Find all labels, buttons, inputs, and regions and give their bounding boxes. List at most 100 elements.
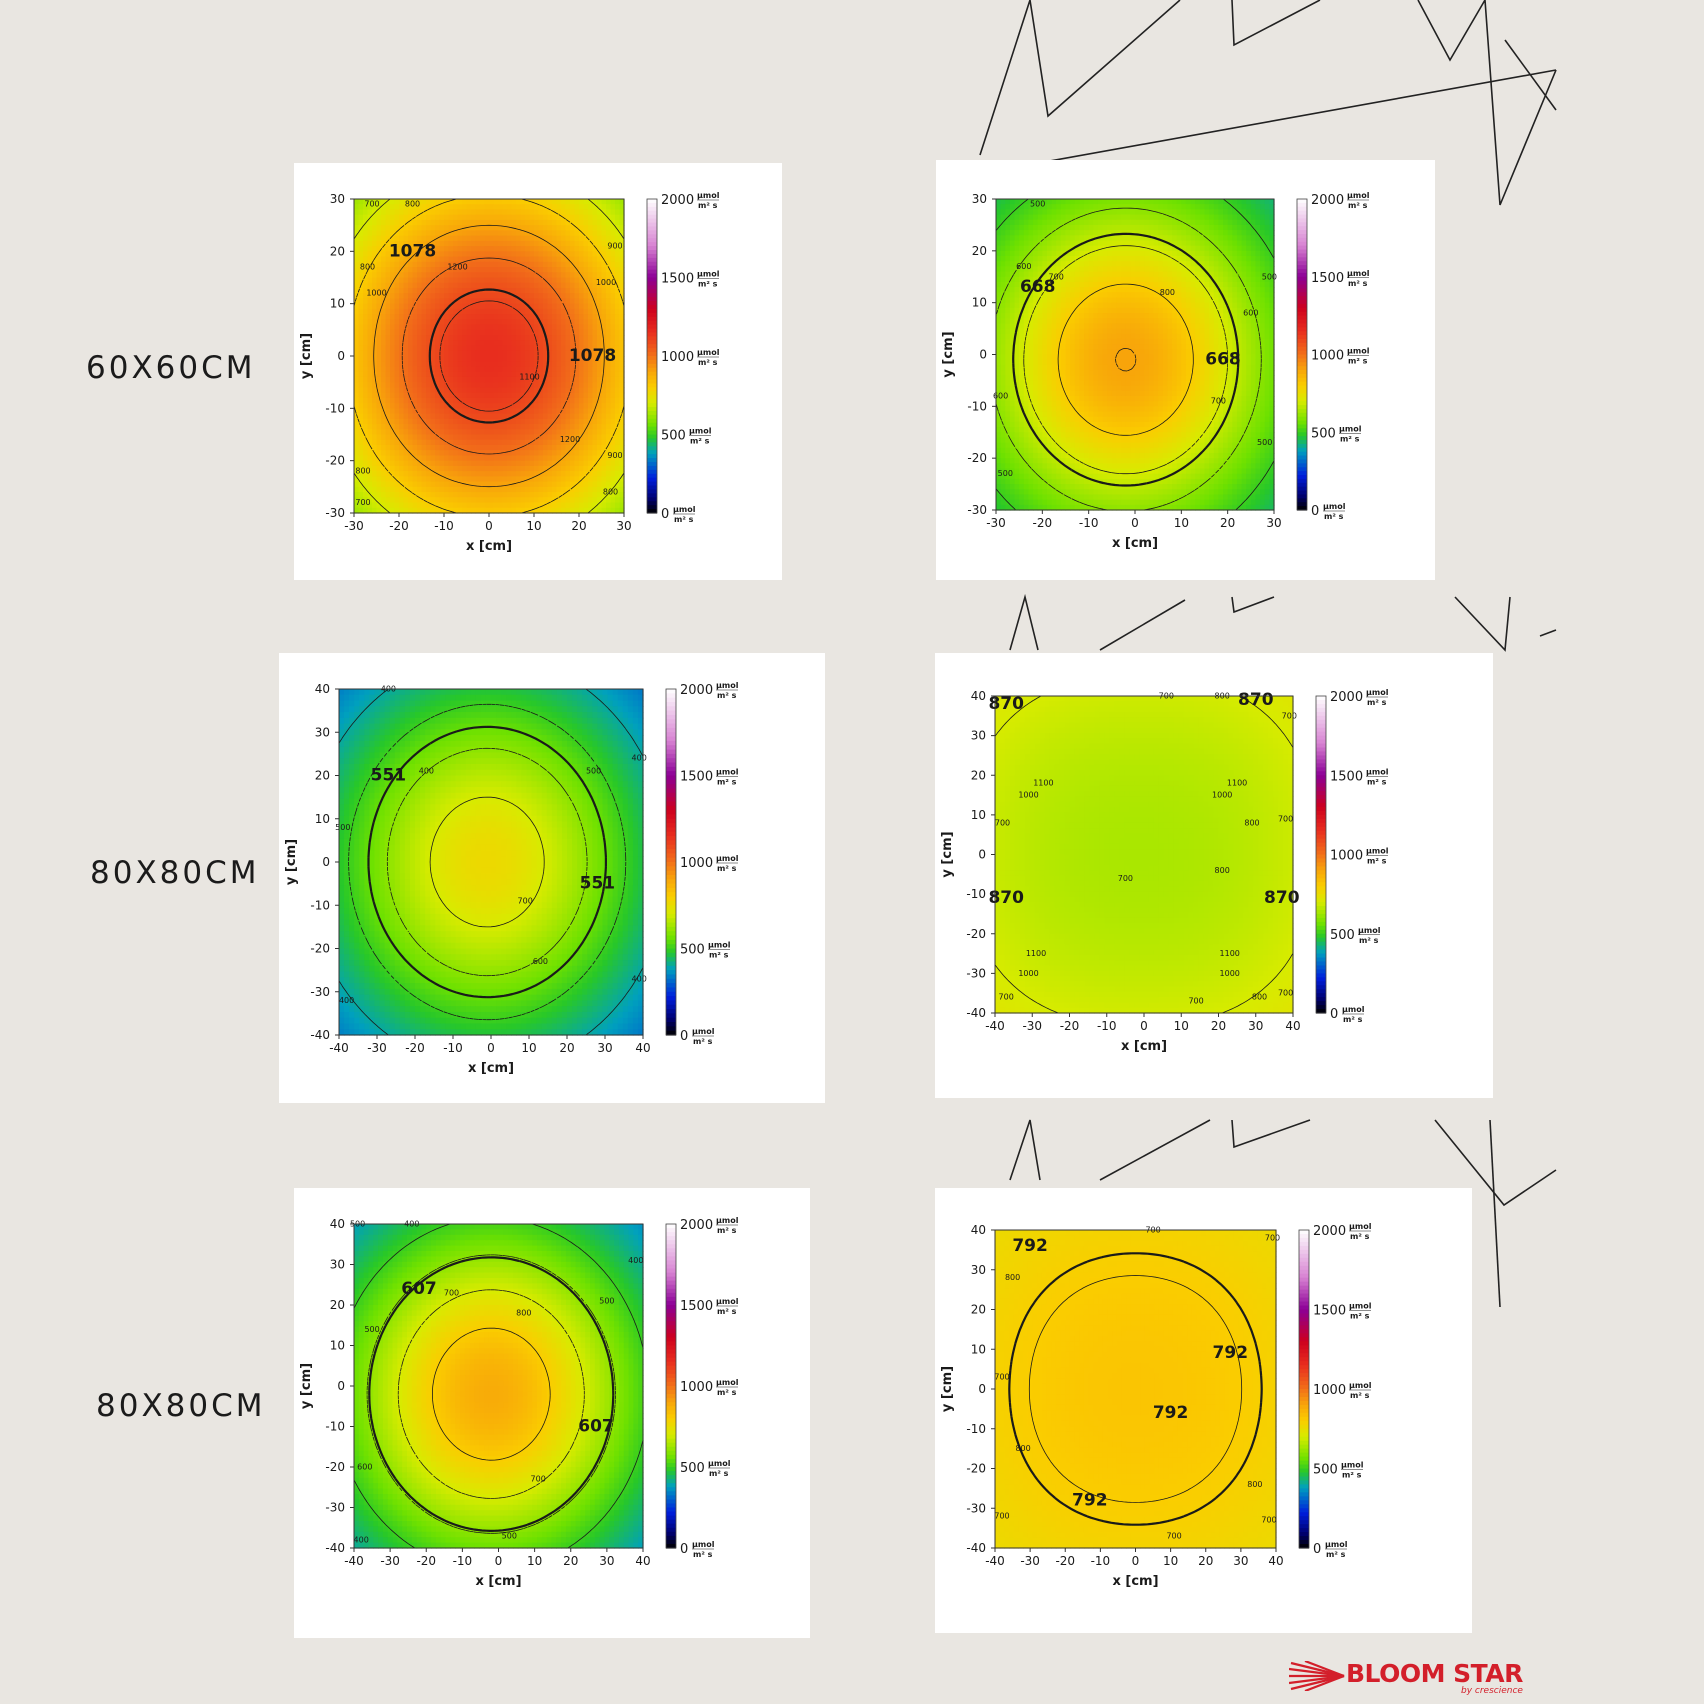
heatmap-cell	[417, 476, 422, 482]
heatmap-cell	[368, 346, 373, 352]
heatmap-cell	[462, 476, 467, 482]
heatmap-cell	[575, 387, 580, 393]
heatmap-cell	[561, 262, 566, 268]
heatmap-cell	[1181, 235, 1186, 241]
heatmap-cell	[1066, 272, 1071, 278]
heatmap-cell	[372, 393, 377, 399]
heatmap-cell	[525, 278, 530, 284]
heatmap-cell	[561, 246, 566, 252]
heatmap-cell	[377, 419, 382, 425]
heatmap-cell	[512, 325, 517, 331]
heatmap-cell	[602, 419, 607, 425]
heatmap-cell	[449, 466, 454, 472]
heatmap-cell	[525, 283, 530, 289]
heatmap-cell	[489, 492, 494, 498]
heatmap-cell	[611, 257, 616, 263]
heatmap-cell	[615, 387, 620, 393]
heatmap-cell	[1251, 240, 1256, 246]
heatmap-cell	[1149, 292, 1154, 298]
heatmap-cell	[1237, 209, 1242, 215]
heatmap-cell	[552, 429, 557, 435]
heatmap-cell	[557, 209, 562, 215]
heatmap-cell	[467, 471, 472, 477]
heatmap-cell	[489, 257, 494, 263]
heatmap-cell	[557, 319, 562, 325]
heatmap-cell	[503, 361, 508, 367]
heatmap-cell	[449, 382, 454, 388]
heatmap-cell	[1079, 209, 1084, 215]
heatmap-cell	[1130, 261, 1135, 267]
heatmap-cell	[462, 455, 467, 461]
heatmap-cell	[512, 461, 517, 467]
heatmap-cell	[611, 476, 616, 482]
heatmap-cell	[1195, 235, 1200, 241]
heatmap-cell	[543, 298, 548, 304]
heatmap-cell	[440, 414, 445, 420]
heatmap-cell	[1005, 292, 1010, 298]
heatmap-cell	[606, 204, 611, 210]
heatmap-cell	[1167, 209, 1172, 215]
heatmap-cell	[1103, 204, 1108, 210]
heatmap-cell	[552, 199, 557, 205]
heatmap-cell	[426, 372, 431, 378]
heatmap-cell	[611, 414, 616, 420]
heatmap-cell	[525, 293, 530, 299]
heatmap-cell	[372, 387, 377, 393]
heatmap-cell	[1228, 235, 1233, 241]
heatmap-cell	[390, 403, 395, 409]
heatmap-panel-row1-left: 1078 1078 700 800 1000 800 1200 900 1000 1100 1200…	[294, 163, 782, 580]
heatmap-cell	[570, 236, 575, 242]
heatmap-cell	[570, 309, 575, 315]
heatmap-cell	[597, 267, 602, 273]
heatmap-cell	[368, 398, 373, 404]
heatmap-cell	[1116, 287, 1121, 293]
heatmap-cell	[593, 335, 598, 341]
heatmap-cell	[1163, 261, 1168, 267]
heatmap-cell	[602, 440, 607, 446]
heatmap-cell	[1154, 297, 1159, 303]
heatmap-cell	[516, 340, 521, 346]
heatmap-cell	[1242, 209, 1247, 215]
heatmap-cell	[458, 236, 463, 242]
heatmap-cell	[525, 251, 530, 257]
heatmap-cell	[462, 461, 467, 467]
heatmap-cell	[566, 225, 571, 231]
heatmap-cell	[435, 351, 440, 357]
heatmap-cell	[458, 445, 463, 451]
heatmap-cell	[570, 267, 575, 273]
heatmap-cell	[498, 382, 503, 388]
heatmap-cell	[417, 346, 422, 352]
heatmap-cell	[588, 487, 593, 493]
heatmap-cell	[476, 298, 481, 304]
heatmap-cell	[440, 419, 445, 425]
heatmap-cell	[1070, 204, 1075, 210]
heatmap-cell	[431, 424, 436, 430]
heatmap-cell	[1079, 292, 1084, 298]
heatmap-cell	[390, 445, 395, 451]
heatmap-cell	[503, 435, 508, 441]
heatmap-cell	[507, 487, 512, 493]
heatmap-cell	[611, 325, 616, 331]
heatmap-cell	[615, 414, 620, 420]
heatmap-cell	[399, 497, 404, 503]
heatmap-cell	[498, 435, 503, 441]
heatmap-cell	[566, 455, 571, 461]
heatmap-cell	[503, 466, 508, 472]
heatmap-cell	[1140, 240, 1145, 246]
heatmap-cell	[525, 424, 530, 430]
heatmap-cell	[548, 199, 553, 205]
heatmap-cell	[552, 372, 557, 378]
heatmap-cell	[372, 330, 377, 336]
heatmap-cell	[1242, 204, 1247, 210]
heatmap-cell	[530, 429, 535, 435]
heatmap-cell	[525, 220, 530, 226]
heatmap-cell	[494, 346, 499, 352]
heatmap-cell	[449, 278, 454, 284]
heatmap-cell	[566, 251, 571, 257]
heatmap-cell	[1098, 297, 1103, 303]
heatmap-cell	[1093, 297, 1098, 303]
heatmap-cell	[996, 199, 1001, 205]
heatmap-cell	[539, 246, 544, 252]
heatmap-cell	[498, 366, 503, 372]
heatmap-cell	[426, 309, 431, 315]
